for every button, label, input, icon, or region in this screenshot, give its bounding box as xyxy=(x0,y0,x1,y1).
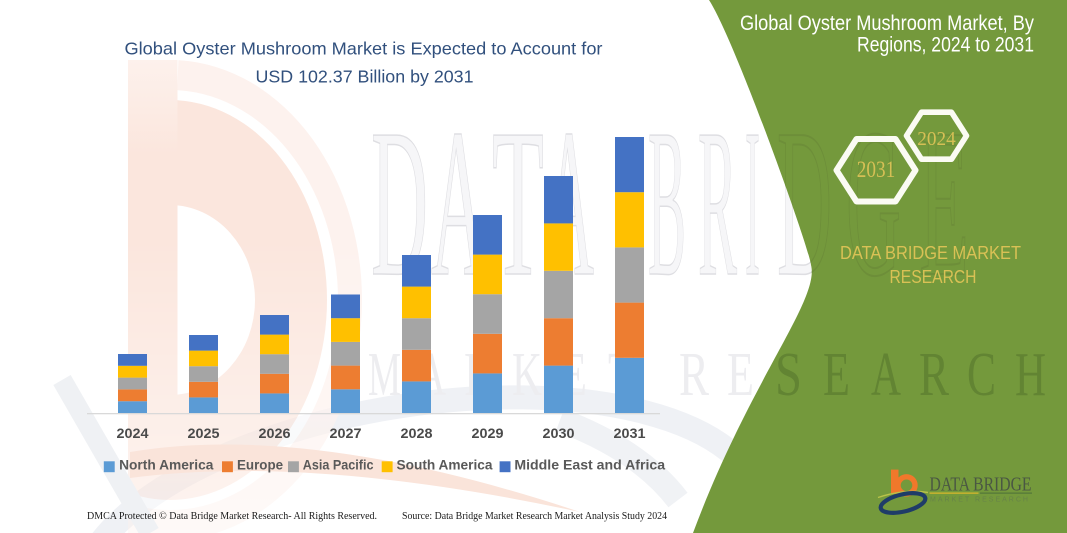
svg-text:K: K xyxy=(512,341,542,409)
svg-text:South America: South America xyxy=(397,457,493,473)
svg-text:2031: 2031 xyxy=(614,426,647,441)
svg-text:E: E xyxy=(823,341,850,409)
svg-text:Source: Data Bridge Market Res: Source: Data Bridge Market Research Mark… xyxy=(402,510,667,522)
svg-text:A: A xyxy=(871,341,901,409)
svg-text:E: E xyxy=(727,341,754,409)
svg-text:Regions, 2024 to 2031: Regions, 2024 to 2031 xyxy=(857,34,1034,57)
svg-text:2025: 2025 xyxy=(188,426,221,441)
svg-text:2029: 2029 xyxy=(472,426,504,441)
svg-text:M: M xyxy=(368,341,401,409)
svg-text:Global Oyster Mushroom Market,: Global Oyster Mushroom Market, By xyxy=(740,12,1034,35)
svg-text:Middle East and Africa: Middle East and Africa xyxy=(514,457,665,473)
svg-text:USD 102.37 Billion by 2031: USD 102.37 Billion by 2031 xyxy=(256,67,474,87)
svg-text:2028: 2028 xyxy=(401,426,434,441)
svg-text:Asia Pacific: Asia Pacific xyxy=(303,457,374,473)
svg-text:2024: 2024 xyxy=(117,426,150,441)
svg-text:DATA BRIDGE: DATA BRIDGE xyxy=(930,474,1032,496)
svg-text:Europe: Europe xyxy=(237,457,283,473)
svg-text:North America: North America xyxy=(119,457,214,473)
svg-text:R: R xyxy=(698,85,737,320)
svg-text:B: B xyxy=(648,85,686,320)
svg-text:R: R xyxy=(919,341,949,409)
svg-text:C: C xyxy=(967,341,996,409)
svg-text:DATA BRIDGE MARKET: DATA BRIDGE MARKET xyxy=(840,242,1021,263)
svg-text:2024: 2024 xyxy=(917,128,956,150)
svg-text:MARKET RESEARCH: MARKET RESEARCH xyxy=(930,497,1030,504)
svg-text:2026: 2026 xyxy=(259,426,292,441)
svg-text:Global Oyster Mushroom Market: Global Oyster Mushroom Market is Expecte… xyxy=(125,39,603,59)
svg-text:S: S xyxy=(775,341,802,409)
svg-text:RESEARCH: RESEARCH xyxy=(890,266,977,287)
svg-text:R: R xyxy=(679,341,709,409)
svg-text:I: I xyxy=(745,85,760,320)
svg-text:2030: 2030 xyxy=(543,426,575,441)
svg-text:A: A xyxy=(431,85,486,320)
svg-text:DMCA Protected © Data Bridge M: DMCA Protected © Data Bridge Market Rese… xyxy=(87,510,377,522)
svg-text:H: H xyxy=(1015,341,1046,409)
svg-text:2031: 2031 xyxy=(857,157,896,182)
svg-text:2027: 2027 xyxy=(330,426,362,441)
